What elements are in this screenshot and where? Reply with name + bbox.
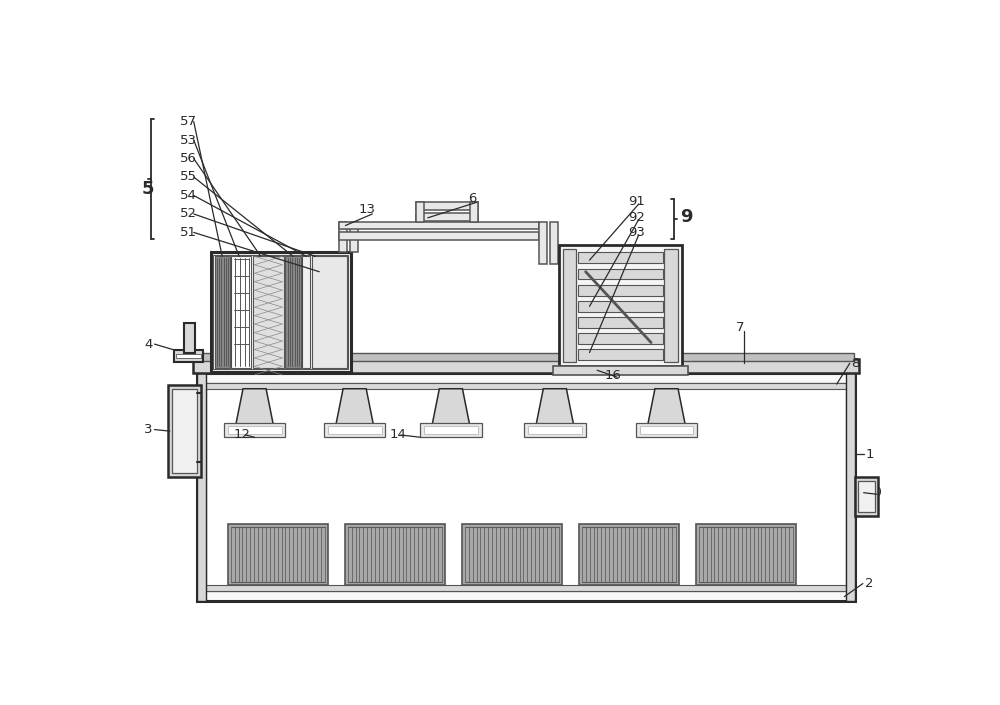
Bar bbox=[553, 366, 688, 375]
Bar bbox=[858, 481, 875, 512]
Polygon shape bbox=[235, 388, 274, 427]
Bar bbox=[855, 477, 878, 516]
Bar bbox=[664, 249, 678, 362]
Bar bbox=[339, 233, 539, 240]
Bar bbox=[253, 257, 284, 368]
Bar bbox=[550, 221, 558, 264]
Bar bbox=[578, 317, 663, 328]
Bar bbox=[578, 252, 663, 263]
Bar bbox=[416, 202, 478, 210]
Bar bbox=[846, 374, 855, 601]
Bar bbox=[198, 353, 854, 361]
Text: 54: 54 bbox=[180, 189, 197, 202]
Bar bbox=[224, 424, 285, 437]
Bar bbox=[285, 257, 301, 368]
Polygon shape bbox=[647, 388, 686, 427]
Bar bbox=[197, 374, 206, 601]
Bar bbox=[528, 427, 582, 434]
Bar bbox=[213, 255, 348, 369]
Bar bbox=[416, 213, 478, 221]
Bar bbox=[215, 257, 230, 368]
Bar bbox=[206, 383, 846, 591]
Text: 13: 13 bbox=[358, 203, 376, 216]
Bar bbox=[696, 524, 796, 585]
Text: 3: 3 bbox=[144, 423, 153, 436]
Bar bbox=[184, 324, 195, 352]
Bar bbox=[193, 360, 859, 374]
Text: 2: 2 bbox=[865, 577, 874, 590]
Text: 1: 1 bbox=[865, 448, 874, 460]
Text: 56: 56 bbox=[180, 152, 197, 165]
Text: 8: 8 bbox=[851, 357, 860, 370]
Bar bbox=[228, 524, 328, 585]
Polygon shape bbox=[432, 388, 470, 427]
Text: 14: 14 bbox=[389, 429, 406, 441]
Text: 51: 51 bbox=[180, 226, 197, 239]
Bar bbox=[470, 202, 478, 221]
Bar bbox=[339, 221, 539, 229]
Text: 53: 53 bbox=[180, 133, 197, 147]
Text: 57: 57 bbox=[180, 115, 197, 128]
Bar bbox=[168, 385, 201, 477]
Text: 92: 92 bbox=[628, 211, 645, 223]
Bar bbox=[578, 301, 663, 312]
Bar bbox=[228, 427, 282, 434]
Bar bbox=[578, 333, 663, 344]
Bar bbox=[524, 424, 586, 437]
Bar bbox=[206, 585, 846, 591]
Bar bbox=[312, 257, 347, 368]
Bar bbox=[176, 354, 201, 358]
Bar bbox=[211, 252, 351, 372]
Bar bbox=[636, 424, 697, 437]
Bar bbox=[302, 257, 310, 368]
Polygon shape bbox=[536, 388, 574, 427]
Text: 12: 12 bbox=[234, 429, 251, 441]
Bar bbox=[197, 374, 855, 601]
Bar bbox=[578, 285, 663, 295]
Bar bbox=[345, 524, 445, 585]
Text: 91: 91 bbox=[628, 195, 645, 208]
Bar bbox=[640, 427, 693, 434]
Bar bbox=[324, 424, 385, 437]
Text: 6: 6 bbox=[469, 192, 477, 205]
Bar bbox=[172, 388, 197, 474]
Bar bbox=[578, 269, 663, 279]
Text: 16: 16 bbox=[605, 369, 622, 382]
Bar bbox=[539, 221, 547, 264]
Bar bbox=[231, 257, 251, 368]
Text: 93: 93 bbox=[628, 226, 645, 239]
Bar bbox=[206, 383, 846, 388]
Bar bbox=[174, 350, 203, 362]
Text: 10: 10 bbox=[865, 486, 882, 499]
Text: 4: 4 bbox=[144, 338, 153, 350]
Bar bbox=[462, 524, 562, 585]
Bar bbox=[424, 427, 478, 434]
Bar bbox=[559, 245, 682, 366]
Text: 5: 5 bbox=[141, 180, 154, 197]
Bar bbox=[563, 249, 576, 362]
Text: 52: 52 bbox=[180, 207, 197, 221]
Bar bbox=[578, 350, 663, 360]
Polygon shape bbox=[335, 388, 374, 427]
Text: 9: 9 bbox=[680, 208, 693, 226]
Bar bbox=[350, 221, 358, 252]
Bar bbox=[416, 202, 424, 221]
Bar bbox=[420, 424, 482, 437]
Bar bbox=[328, 427, 382, 434]
Text: 55: 55 bbox=[180, 171, 197, 183]
Text: 7: 7 bbox=[736, 321, 744, 333]
Bar bbox=[579, 524, 679, 585]
Bar bbox=[339, 221, 347, 252]
